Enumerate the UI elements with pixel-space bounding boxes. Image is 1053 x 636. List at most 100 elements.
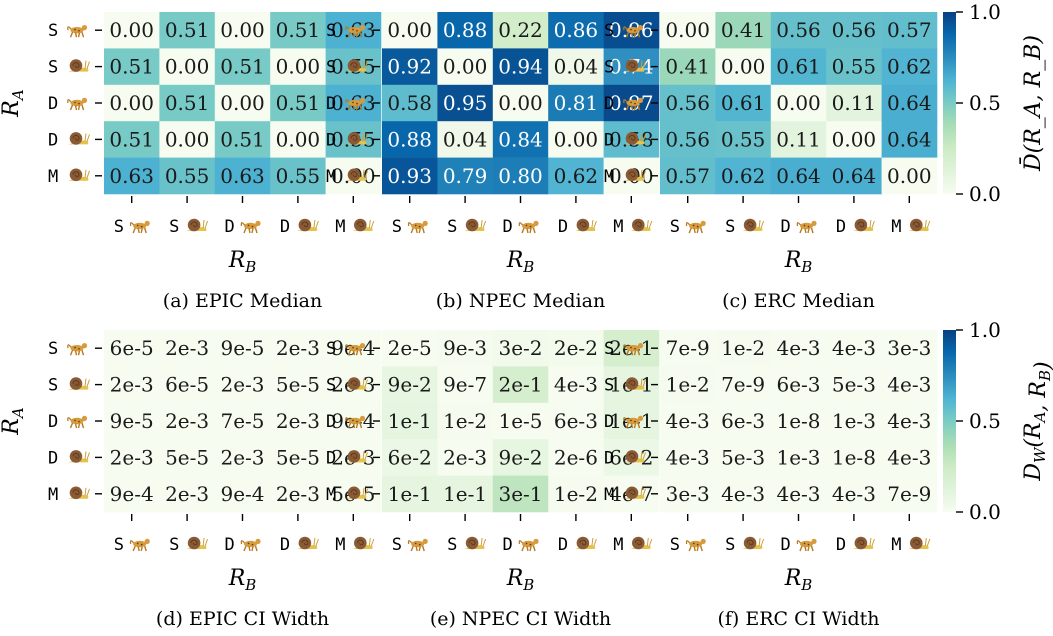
cell-value-label: 1e-1 (443, 482, 487, 506)
col-tick-label: S (725, 217, 735, 237)
cheetah-icon (518, 220, 539, 234)
heatmap-cell (159, 121, 216, 158)
cell-value-label: 0.62 (721, 164, 766, 188)
cell-value-label: 0.00 (109, 18, 154, 42)
snail-icon (908, 218, 931, 232)
heatmap-cell (492, 330, 549, 367)
col-tick-label: S (392, 535, 402, 555)
cell-value-label: 7e-5 (220, 409, 264, 433)
heatmap-cell (715, 12, 772, 49)
heatmap-cell (104, 48, 160, 86)
heatmap-cell (270, 48, 326, 86)
heatmap-cell (715, 439, 772, 476)
row-tick-label: M (326, 485, 336, 505)
heatmap-cell (826, 121, 882, 158)
heatmap-cell (770, 84, 827, 122)
row-tick-label: M (326, 167, 336, 187)
cell-value-label: 0.88 (443, 18, 488, 42)
cell-value-label: 4e-3 (887, 409, 931, 433)
heatmap-cell (159, 12, 216, 49)
cell-value-label: 0.04 (554, 55, 599, 79)
cell-value-label: 0.80 (498, 164, 543, 188)
row-tick-label: D (604, 448, 614, 468)
heatmap-cell (270, 475, 326, 513)
x-axis-label: RB (784, 566, 813, 594)
heatmap-cell (826, 439, 882, 476)
heatmap-cell (770, 366, 827, 404)
cell-value-label: 2e-3 (276, 336, 320, 360)
cheetah-icon (345, 97, 366, 111)
snail-icon (68, 59, 90, 72)
cell-value-label: 4e-3 (776, 336, 820, 360)
col-tick-label: D (503, 535, 513, 555)
heatmap-cell (826, 330, 882, 367)
heatmap-cell (492, 84, 549, 122)
cell-value-label: 6e-3 (554, 409, 598, 433)
heatmap-cell (826, 475, 882, 513)
col-tick-label: S (114, 217, 124, 237)
col-tick-label: S (392, 217, 402, 237)
cell-value-label: 0.57 (665, 164, 710, 188)
snail-icon (742, 218, 765, 232)
cell-value-label: 2e-1 (498, 373, 542, 397)
cell-value-label: 6e-2 (388, 445, 432, 469)
heatmap-cell (437, 475, 494, 513)
row-tick-label: D (48, 412, 58, 432)
heatmap-cell (104, 475, 160, 513)
cell-value-label: 4e-3 (554, 373, 598, 397)
cell-value-label: 0.00 (220, 91, 265, 115)
cell-value-label: 0.00 (554, 127, 599, 151)
snail-icon (296, 536, 319, 550)
heatmap-cell (159, 366, 216, 404)
cheetah-icon (67, 415, 88, 429)
cheetah-icon (129, 220, 150, 234)
heatmap-cell (770, 439, 827, 476)
cell-value-label: 0.00 (776, 91, 821, 115)
cell-value-label: 0.41 (665, 55, 710, 79)
col-tick-label: M (891, 217, 901, 237)
colorbar-gradient (943, 12, 956, 194)
cheetah-icon (623, 343, 644, 356)
row-tick-label: S (604, 339, 614, 359)
heatmap-cell (104, 84, 160, 122)
heatmap-cell (492, 48, 549, 86)
cell-value-label: 0.11 (832, 91, 877, 115)
row-tick-label: D (48, 130, 58, 150)
cell-value-label: 0.61 (721, 91, 766, 115)
heatmap-cell (382, 12, 438, 49)
cell-value-label: 4e-3 (832, 482, 876, 506)
cell-value-label: 0.00 (276, 127, 321, 151)
snail-icon (352, 218, 375, 232)
col-tick-label: D (781, 217, 791, 237)
cell-value-label: 9e-2 (498, 445, 542, 469)
heatmap-cell (881, 157, 938, 195)
heatmap-cell (492, 439, 549, 476)
row-tick-label: M (48, 167, 58, 187)
cell-value-label: 0.88 (387, 127, 432, 151)
cell-value-label: 0.51 (276, 18, 321, 42)
cell-value-label: 0.51 (276, 91, 321, 115)
cell-value-label: 9e-7 (443, 373, 487, 397)
cell-value-label: 0.93 (387, 164, 432, 188)
y-axis-label: RA (0, 89, 27, 118)
cell-value-label: 1e-8 (776, 409, 820, 433)
heatmap-cell (159, 439, 216, 476)
heatmap-cell (660, 121, 716, 158)
heatmap-cell (270, 366, 326, 404)
cell-value-label: 0.22 (498, 18, 543, 42)
cell-value-label: 1e-2 (554, 482, 598, 506)
x-axis-label: RB (506, 566, 535, 594)
colorbar-gradient (943, 330, 956, 512)
heatmap-cell (548, 48, 604, 86)
heatmap-cell (881, 121, 938, 158)
cell-value-label: 0.92 (387, 55, 432, 79)
cell-value-label: 0.41 (721, 18, 766, 42)
heatmap-cell (660, 157, 716, 195)
cheetah-icon (623, 25, 644, 38)
cell-value-label: 6e-3 (721, 409, 765, 433)
heatmap-cell (382, 475, 438, 513)
x-axis-label: RB (228, 566, 257, 594)
cheetah-icon (623, 97, 644, 111)
cheetah-icon (67, 97, 88, 111)
cell-value-label: 2e-3 (443, 445, 487, 469)
